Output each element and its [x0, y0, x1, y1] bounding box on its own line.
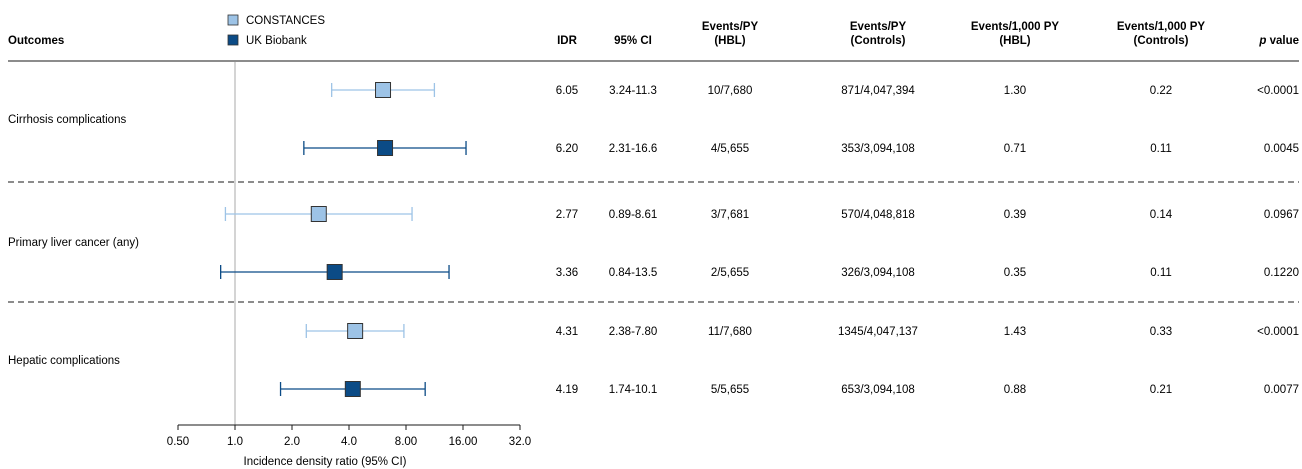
cell-idr-text-g3-r1: 4.31: [556, 326, 578, 338]
x-axis-title: Incidence density ratio (95% CI): [244, 456, 407, 468]
cell-events-py-controls-g2-r1: 570/4,048,818: [841, 209, 915, 221]
x-tick-label-7: 32.0: [509, 436, 531, 448]
x-tick-label-6: 16.00: [449, 436, 478, 448]
cell-p-g2-r1: 0.0967: [1264, 209, 1299, 221]
cell-events-py-controls-g3-r1: 1345/4,047,137: [838, 326, 918, 338]
cell-rate-controls-g1-r1: 0.22: [1150, 85, 1172, 97]
cell-p-g3-r1: <0.0001: [1257, 326, 1299, 338]
legend-label-1: CONSTANCES: [246, 15, 325, 27]
column-header-1: Outcomes: [8, 35, 64, 47]
cell-events-py-controls-g3-r2: 653/3,094,108: [841, 384, 915, 396]
column-header-5-sub: (Controls): [851, 35, 906, 47]
cell-events-py-hbl-g3-r2: 5/5,655: [711, 384, 749, 396]
point-estimate-g1-r1: [375, 82, 392, 98]
cell-events-py-hbl-g1-r2: 4/5,655: [711, 143, 749, 155]
column-header-2: IDR: [557, 35, 578, 47]
cell-events-py-hbl-g2-r2: 2/5,655: [711, 267, 749, 279]
cell-rate-controls-g3-r1: 0.33: [1150, 326, 1172, 338]
cell-ci-text-g1-r2: 2.31-16.6: [609, 143, 658, 155]
cell-rate-hbl-g3-r1: 1.43: [1004, 326, 1026, 338]
cell-events-py-hbl-g2-r1: 3/7,681: [711, 209, 749, 221]
point-estimate-g1-r2: [377, 140, 394, 156]
point-estimate-g3-r1: [347, 323, 364, 339]
cell-p-g3-r2: 0.0077: [1264, 384, 1299, 396]
cell-rate-hbl-g2-r1: 0.39: [1004, 209, 1026, 221]
cell-events-py-hbl-g3-r1: 11/7,680: [708, 326, 752, 338]
column-header-7: Events/1,000 PY: [1117, 21, 1206, 33]
x-tick-label-1: 0.50: [167, 436, 189, 448]
legend-swatch-1: [227, 14, 239, 26]
point-estimate-g2-r2: [326, 264, 343, 280]
cell-events-py-hbl-g1-r1: 10/7,680: [708, 85, 753, 97]
cell-rate-controls-g3-r2: 0.21: [1150, 384, 1172, 396]
x-tick-label-4: 4.0: [341, 436, 357, 448]
column-header-5: Events/PY: [850, 21, 907, 33]
column-header-6: Events/1,000 PY: [971, 21, 1060, 33]
cell-rate-hbl-g3-r2: 0.88: [1004, 384, 1026, 396]
cell-rate-controls-g1-r2: 0.11: [1150, 143, 1172, 155]
column-header-4: Events/PY: [702, 21, 759, 33]
cell-rate-hbl-g1-r2: 0.71: [1004, 143, 1026, 155]
cell-p-g2-r2: 0.1220: [1264, 267, 1299, 279]
column-header-8: p value: [1258, 35, 1299, 47]
cell-ci-text-g3-r1: 2.38-7.80: [609, 326, 658, 338]
column-header-3: 95% CI: [614, 35, 652, 47]
cell-idr-text-g3-r2: 4.19: [556, 384, 578, 396]
cell-rate-hbl-g1-r1: 1.30: [1004, 85, 1026, 97]
cell-idr-text-g1-r1: 6.05: [556, 85, 578, 97]
cell-idr-text-g2-r1: 2.77: [556, 209, 578, 221]
legend-swatch-2: [227, 34, 239, 46]
cell-p-g1-r2: 0.0045: [1264, 143, 1299, 155]
point-estimate-g2-r1: [310, 206, 327, 222]
cell-ci-text-g3-r2: 1.74-10.1: [609, 384, 658, 396]
cell-ci-text-g1-r1: 3.24-11.3: [609, 85, 657, 97]
column-header-7-sub: (Controls): [1134, 35, 1189, 47]
outcome-label-1: Cirrhosis complications: [8, 114, 126, 126]
cell-rate-hbl-g2-r2: 0.35: [1004, 267, 1026, 279]
cell-events-py-controls-g1-r2: 353/3,094,108: [841, 143, 915, 155]
point-estimate-g3-r2: [344, 381, 361, 397]
column-header-4-sub: (HBL): [714, 35, 745, 47]
outcome-label-3: Hepatic complications: [8, 355, 120, 367]
cell-idr-text-g1-r2: 6.20: [556, 143, 578, 155]
cell-rate-controls-g2-r1: 0.14: [1150, 209, 1173, 221]
column-header-6-sub: (HBL): [999, 35, 1030, 47]
cell-ci-text-g2-r1: 0.89-8.61: [609, 209, 658, 221]
x-tick-label-2: 1.0: [227, 436, 243, 448]
cell-rate-controls-g2-r2: 0.11: [1150, 267, 1172, 279]
x-tick-label-3: 2.0: [284, 436, 300, 448]
legend-label-2: UK Biobank: [246, 35, 307, 47]
cell-ci-text-g2-r2: 0.84-13.5: [609, 267, 658, 279]
x-tick-label-5: 8.00: [395, 436, 417, 448]
cell-p-g1-r1: <0.0001: [1257, 85, 1299, 97]
cell-idr-text-g2-r2: 3.36: [556, 267, 578, 279]
cell-events-py-controls-g1-r1: 871/4,047,394: [841, 85, 915, 97]
outcome-label-2: Primary liver cancer (any): [8, 237, 139, 249]
cell-events-py-controls-g2-r2: 326/3,094,108: [841, 267, 915, 279]
